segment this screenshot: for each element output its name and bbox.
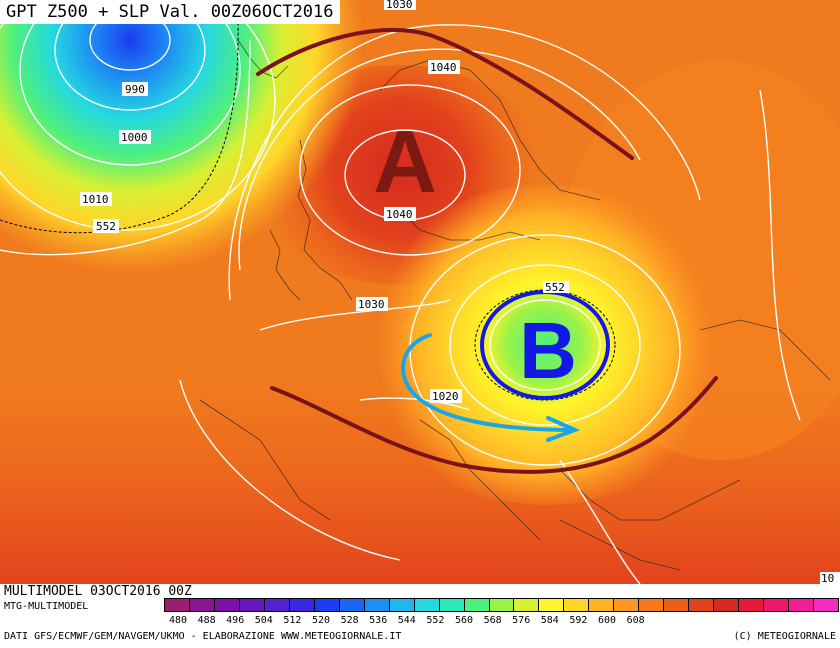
- legend-label: 536: [369, 615, 388, 626]
- isobar-labels: 1030 1040 990 1000 1010 552 1040 1030 10…: [80, 0, 840, 584]
- legend-swatch: [588, 598, 615, 612]
- model-name-label: MTG-MULTIMODEL: [4, 601, 89, 612]
- legend-label: 504: [254, 615, 273, 626]
- isobar-label: 1000: [121, 131, 148, 144]
- coastlines: [199, 39, 831, 571]
- model-run-label: MULTIMODEL 03OCT2016 00Z: [4, 584, 192, 599]
- legend-swatch: [213, 598, 240, 612]
- legend-swatch: [788, 598, 815, 612]
- legend-label: 568: [483, 615, 502, 626]
- legend-swatch: [238, 598, 265, 612]
- legend-swatch: [164, 598, 190, 612]
- legend-label: 608: [626, 615, 645, 626]
- legend-label: 512: [283, 615, 302, 626]
- legend-label: 600: [597, 615, 617, 626]
- isobar-label: 1020: [432, 390, 459, 403]
- isobar-label: 1040: [386, 208, 413, 221]
- isobar-label: 990: [125, 83, 145, 96]
- isobar-label: 1040: [430, 61, 457, 74]
- legend-label: 552: [426, 615, 445, 626]
- legend-swatch: [813, 598, 839, 612]
- legend-label: 496: [226, 615, 245, 626]
- ridge-lines: [256, 27, 718, 474]
- legend-swatch: [188, 598, 215, 612]
- legend-label: 592: [569, 615, 588, 626]
- legend-label: 584: [540, 615, 559, 626]
- arrow-head: [546, 416, 581, 442]
- legend-swatch: [763, 598, 790, 612]
- arrow-shaft: [401, 333, 577, 432]
- legend-swatch: [263, 598, 290, 612]
- circulation-arrow: [401, 333, 581, 442]
- copyright-label: (C) METEOGIORNALE: [733, 631, 836, 642]
- legend-swatch: [463, 598, 490, 612]
- isobar-label: 1010: [82, 193, 109, 206]
- color-legend: 480 488 496 504 512 520 528 536 544 552 560 568 576 5…: [164, 598, 839, 628]
- legend-swatch: [538, 598, 565, 612]
- isobar-label: 10: [821, 572, 834, 584]
- legend-swatch: [513, 598, 540, 612]
- isobar-label: 1030: [386, 0, 413, 11]
- footer: MULTIMODEL 03OCT2016 00Z MTG-MULTIMODEL: [0, 584, 840, 648]
- legend-swatch: [713, 598, 740, 612]
- legend-label: 480: [168, 615, 188, 626]
- legend-swatch: [738, 598, 765, 612]
- legend-label: 560: [454, 615, 474, 626]
- field-low-b: [355, 185, 735, 505]
- legend-label: 528: [340, 615, 359, 626]
- legend-label: 576: [512, 615, 531, 626]
- data-sources-label: DATI GFS/ECMWF/GEM/NAVGEM/UKMO - ELABORA…: [4, 631, 402, 642]
- legend-label: 544: [397, 615, 416, 626]
- isobar-label: 552: [545, 281, 565, 294]
- legend-label: 520: [311, 615, 331, 626]
- legend-swatch: [413, 598, 440, 612]
- legend-swatch: [438, 598, 465, 612]
- legend-swatch: [488, 598, 515, 612]
- legend-swatch: [338, 598, 365, 612]
- legend-label: 488: [197, 615, 216, 626]
- ridge-line-south: [270, 376, 718, 474]
- low-pressure-letter: B: [519, 306, 577, 395]
- legend-swatch: [663, 598, 690, 612]
- legend-swatch: [688, 598, 715, 612]
- isobar-label: 552: [96, 220, 116, 233]
- legend-swatch: [288, 598, 315, 612]
- legend-swatch: [638, 598, 665, 612]
- legend-swatch: [313, 598, 340, 612]
- legend-swatch: [363, 598, 390, 612]
- legend-swatch: [613, 598, 640, 612]
- high-pressure-letter: A: [373, 112, 437, 211]
- legend-swatch: [563, 598, 590, 612]
- map-title: GPT Z500 + SLP Val. 00Z06OCT2016: [0, 0, 340, 24]
- ridge-line-north: [256, 27, 634, 160]
- isobar-label: 1030: [358, 298, 385, 311]
- z500-slp-map: A B 1030 1040 990 1000 1010 552 1040 103…: [0, 0, 840, 584]
- legend-swatch: [388, 598, 415, 612]
